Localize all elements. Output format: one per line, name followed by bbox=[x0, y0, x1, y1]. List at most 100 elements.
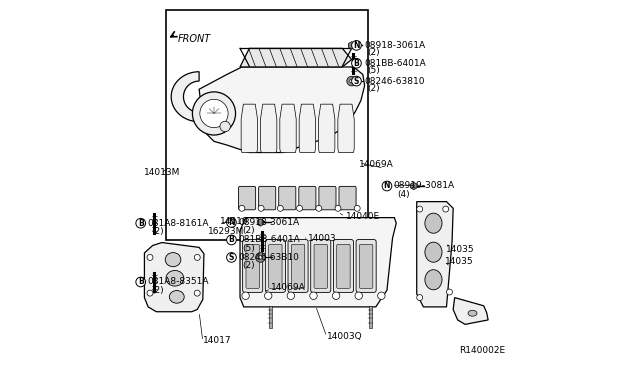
Polygon shape bbox=[240, 218, 396, 307]
Text: B: B bbox=[228, 235, 234, 244]
Circle shape bbox=[147, 290, 153, 296]
Text: B: B bbox=[138, 219, 143, 228]
FancyBboxPatch shape bbox=[314, 244, 328, 288]
Circle shape bbox=[351, 41, 362, 50]
Text: (2): (2) bbox=[242, 226, 255, 235]
Text: (2): (2) bbox=[151, 286, 164, 295]
Ellipse shape bbox=[425, 242, 442, 262]
Circle shape bbox=[382, 181, 392, 191]
Circle shape bbox=[239, 205, 245, 211]
Ellipse shape bbox=[166, 270, 184, 286]
Text: B: B bbox=[353, 59, 359, 68]
Text: 16293M: 16293M bbox=[209, 227, 244, 236]
Circle shape bbox=[136, 218, 145, 228]
Circle shape bbox=[417, 295, 422, 301]
FancyBboxPatch shape bbox=[266, 240, 285, 292]
FancyBboxPatch shape bbox=[356, 240, 376, 292]
Polygon shape bbox=[269, 306, 271, 328]
Polygon shape bbox=[369, 306, 372, 328]
FancyBboxPatch shape bbox=[339, 186, 356, 210]
Circle shape bbox=[347, 76, 356, 86]
Circle shape bbox=[378, 292, 385, 299]
Circle shape bbox=[259, 256, 262, 259]
Circle shape bbox=[443, 206, 449, 212]
Circle shape bbox=[351, 58, 362, 68]
FancyBboxPatch shape bbox=[243, 240, 262, 292]
Polygon shape bbox=[280, 104, 296, 153]
FancyBboxPatch shape bbox=[360, 244, 373, 288]
FancyBboxPatch shape bbox=[319, 186, 336, 210]
Text: 14510: 14510 bbox=[220, 217, 248, 226]
Circle shape bbox=[355, 292, 362, 299]
Polygon shape bbox=[299, 104, 316, 153]
Circle shape bbox=[335, 205, 341, 211]
Text: B: B bbox=[138, 278, 143, 286]
Circle shape bbox=[227, 235, 236, 245]
Text: 081A8-8161A: 081A8-8161A bbox=[147, 219, 209, 228]
Text: 14013M: 14013M bbox=[145, 169, 180, 177]
Text: N: N bbox=[353, 41, 360, 50]
FancyBboxPatch shape bbox=[259, 186, 276, 210]
Text: 08246-63810: 08246-63810 bbox=[364, 77, 424, 86]
Circle shape bbox=[310, 292, 317, 299]
FancyBboxPatch shape bbox=[337, 244, 350, 288]
Circle shape bbox=[227, 218, 236, 227]
Text: 14040E: 14040E bbox=[346, 212, 380, 221]
Polygon shape bbox=[240, 48, 351, 67]
Circle shape bbox=[287, 292, 294, 299]
Text: 08919-3081A: 08919-3081A bbox=[394, 182, 455, 190]
Polygon shape bbox=[453, 298, 488, 324]
Circle shape bbox=[332, 292, 340, 299]
FancyBboxPatch shape bbox=[246, 244, 259, 288]
Text: (5): (5) bbox=[367, 66, 380, 75]
Text: (2): (2) bbox=[367, 84, 380, 93]
Circle shape bbox=[227, 253, 236, 262]
Ellipse shape bbox=[468, 310, 477, 316]
Text: (4): (4) bbox=[397, 190, 410, 199]
Text: FRONT: FRONT bbox=[178, 34, 211, 44]
Circle shape bbox=[349, 79, 353, 83]
Polygon shape bbox=[319, 104, 335, 153]
Ellipse shape bbox=[425, 213, 442, 233]
Text: 14069A: 14069A bbox=[359, 160, 394, 169]
Ellipse shape bbox=[165, 253, 181, 267]
Polygon shape bbox=[260, 104, 277, 153]
Circle shape bbox=[277, 205, 284, 211]
Text: 14035: 14035 bbox=[445, 246, 474, 254]
Circle shape bbox=[242, 292, 250, 299]
Text: 08918-3061A: 08918-3061A bbox=[238, 218, 300, 227]
Circle shape bbox=[417, 206, 422, 212]
Text: 14069A: 14069A bbox=[271, 283, 306, 292]
FancyBboxPatch shape bbox=[291, 244, 305, 288]
Text: 08246-63B10: 08246-63B10 bbox=[238, 253, 299, 262]
Text: S: S bbox=[228, 253, 234, 262]
FancyBboxPatch shape bbox=[299, 186, 316, 210]
Circle shape bbox=[255, 253, 266, 262]
FancyBboxPatch shape bbox=[278, 186, 296, 210]
Text: 14017: 14017 bbox=[203, 336, 232, 345]
FancyBboxPatch shape bbox=[333, 240, 353, 292]
Text: (5): (5) bbox=[242, 244, 255, 253]
Circle shape bbox=[193, 92, 236, 135]
Polygon shape bbox=[241, 104, 257, 153]
Circle shape bbox=[258, 205, 264, 211]
Circle shape bbox=[200, 99, 228, 128]
Circle shape bbox=[447, 289, 452, 295]
FancyBboxPatch shape bbox=[239, 186, 255, 210]
Circle shape bbox=[147, 254, 153, 260]
Text: 14003Q: 14003Q bbox=[326, 332, 362, 341]
Circle shape bbox=[316, 205, 322, 211]
Text: 14035: 14035 bbox=[445, 257, 473, 266]
Text: 14003: 14003 bbox=[308, 234, 337, 243]
FancyBboxPatch shape bbox=[288, 240, 308, 292]
Polygon shape bbox=[145, 243, 204, 312]
Polygon shape bbox=[172, 72, 199, 122]
Circle shape bbox=[351, 76, 362, 86]
Circle shape bbox=[195, 290, 200, 296]
Text: 08918-3061A: 08918-3061A bbox=[364, 41, 425, 50]
Circle shape bbox=[136, 277, 145, 287]
Circle shape bbox=[264, 292, 272, 299]
Polygon shape bbox=[195, 67, 365, 153]
Circle shape bbox=[354, 205, 360, 211]
Text: N: N bbox=[384, 182, 390, 190]
